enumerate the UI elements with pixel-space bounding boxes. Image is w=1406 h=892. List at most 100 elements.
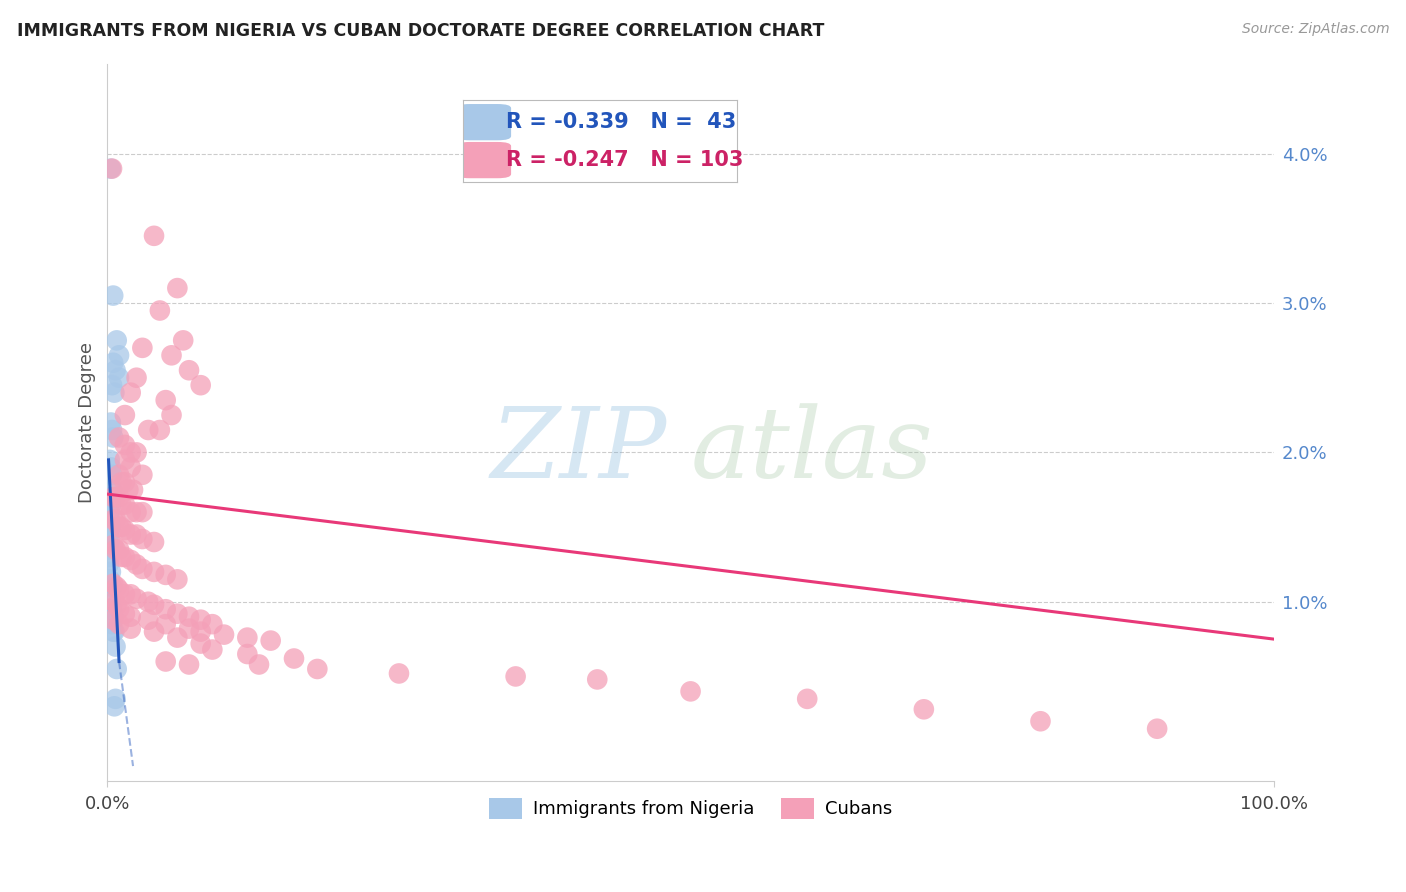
Point	[143, 624, 166, 639]
Point	[201, 617, 224, 632]
Point	[166, 631, 188, 645]
Point	[103, 613, 125, 627]
Point	[155, 655, 177, 669]
Point	[505, 669, 527, 683]
Point	[108, 370, 131, 384]
Point	[98, 520, 121, 534]
Point	[260, 633, 283, 648]
Point	[103, 513, 125, 527]
Point	[131, 341, 153, 355]
Point	[166, 281, 188, 295]
Point	[679, 684, 702, 698]
Point	[105, 598, 128, 612]
Point	[120, 385, 142, 400]
Text: Source: ZipAtlas.com: Source: ZipAtlas.com	[1241, 22, 1389, 37]
Point	[108, 582, 131, 597]
Point	[103, 490, 125, 504]
Point	[131, 505, 153, 519]
Point	[108, 490, 131, 504]
Point	[114, 498, 136, 512]
Point	[114, 523, 136, 537]
Point	[1029, 714, 1052, 729]
Point	[236, 631, 259, 645]
Point	[108, 520, 131, 534]
Point	[177, 609, 200, 624]
Point	[283, 651, 305, 665]
Point	[98, 549, 121, 564]
Point	[100, 520, 122, 534]
Point	[101, 617, 124, 632]
Point	[149, 303, 172, 318]
Point	[177, 622, 200, 636]
Point	[586, 673, 609, 687]
Point	[103, 624, 125, 639]
Point	[177, 657, 200, 672]
Point	[114, 453, 136, 467]
Point	[101, 161, 124, 176]
Point	[912, 702, 935, 716]
Point	[108, 348, 131, 362]
Point	[103, 624, 125, 639]
Point	[125, 445, 148, 459]
Point	[114, 549, 136, 564]
Point	[388, 666, 411, 681]
Point	[120, 553, 142, 567]
Point	[143, 228, 166, 243]
Point	[103, 538, 125, 552]
Point	[101, 378, 124, 392]
Point	[136, 613, 159, 627]
Point	[103, 385, 125, 400]
Point	[143, 565, 166, 579]
Point	[100, 565, 122, 579]
Point	[104, 513, 127, 527]
Point	[160, 348, 183, 362]
Point	[236, 647, 259, 661]
Point	[136, 423, 159, 437]
Point	[108, 430, 131, 444]
Text: IMMIGRANTS FROM NIGERIA VS CUBAN DOCTORATE DEGREE CORRELATION CHART: IMMIGRANTS FROM NIGERIA VS CUBAN DOCTORA…	[17, 22, 824, 40]
Point	[97, 558, 120, 572]
Point	[201, 642, 224, 657]
Point	[104, 640, 127, 654]
Point	[110, 549, 132, 564]
Point	[120, 587, 142, 601]
Point	[125, 527, 148, 541]
Point	[114, 587, 136, 601]
Point	[172, 334, 194, 348]
Point	[120, 445, 142, 459]
Point	[105, 334, 128, 348]
Point	[120, 505, 142, 519]
Point	[104, 363, 127, 377]
Point	[796, 691, 818, 706]
Point	[101, 423, 124, 437]
Point	[136, 595, 159, 609]
Point	[120, 527, 142, 541]
Point	[190, 624, 212, 639]
Point	[212, 627, 235, 641]
Point	[166, 607, 188, 621]
Point	[98, 573, 121, 587]
Point	[131, 532, 153, 546]
Point	[101, 602, 124, 616]
Point	[110, 520, 132, 534]
Point	[108, 602, 131, 616]
Point	[247, 657, 270, 672]
Point	[101, 580, 124, 594]
Point	[98, 490, 121, 504]
Point	[190, 613, 212, 627]
Point	[120, 460, 142, 475]
Point	[177, 363, 200, 377]
Point	[108, 467, 131, 482]
Point	[100, 595, 122, 609]
Point	[114, 475, 136, 490]
Point	[125, 505, 148, 519]
Point	[120, 622, 142, 636]
Point	[155, 393, 177, 408]
Text: ZIP: ZIP	[491, 403, 668, 499]
Point	[105, 580, 128, 594]
Point	[97, 542, 120, 557]
Point	[101, 483, 124, 497]
Point	[97, 527, 120, 541]
Y-axis label: Doctorate Degree: Doctorate Degree	[79, 342, 96, 503]
Point	[97, 513, 120, 527]
